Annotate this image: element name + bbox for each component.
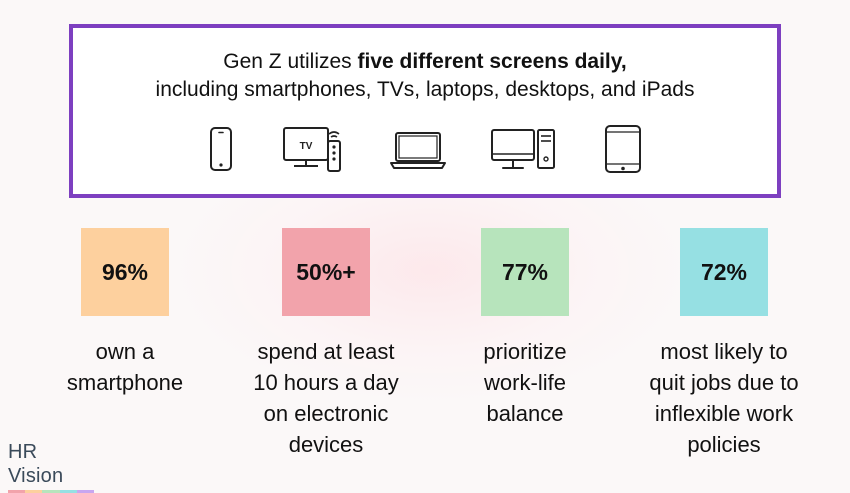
headline-box: Gen Z utilizes five different screens da… (69, 24, 781, 198)
logo-text: HR Vision (8, 441, 64, 487)
stat-caption-work-life: prioritize work-life balance (440, 336, 610, 429)
headline-emphasis: five different screens daily, (357, 50, 627, 73)
stat-box-inflexible: 72% (680, 228, 768, 316)
caption-line: prioritize (483, 339, 567, 364)
smartphone-icon (206, 124, 236, 174)
tv-remote-icon: TV (282, 124, 346, 174)
caption-line: devices (288, 432, 364, 457)
stat-value: 96% (101, 258, 149, 285)
stat-box-screen-time: 50%+ (282, 228, 370, 316)
caption-line: on electronic (263, 401, 389, 426)
stat-box-work-life: 77% (481, 228, 569, 316)
caption-line: quit jobs due to (649, 370, 799, 395)
stat-caption-screen-time: spend at least 10 hours a day on electro… (226, 336, 426, 460)
headline-line-2: including smartphones, TVs, laptops, des… (155, 78, 695, 101)
caption-line: policies (687, 432, 761, 457)
caption-line: smartphone (66, 370, 184, 395)
desktop-icon (490, 124, 556, 174)
hr-vision-logo: HR Vision (8, 440, 95, 493)
stat-value: 50%+ (296, 258, 356, 285)
caption-line: own a (95, 339, 155, 364)
caption-line: most likely to (660, 339, 788, 364)
caption-line: 10 hours a day (253, 370, 399, 395)
stat-caption-smartphone: own a smartphone (30, 336, 220, 398)
laptop-icon (388, 124, 448, 174)
tablet-icon (603, 124, 643, 174)
headline-prefix: Gen Z utilizes (223, 50, 358, 73)
tv-label: TV (300, 141, 313, 152)
caption-line: inflexible work (654, 401, 794, 426)
stat-value: 72% (700, 258, 748, 285)
stat-caption-inflexible: most likely to quit jobs due to inflexib… (624, 336, 824, 460)
stat-value: 77% (501, 258, 549, 285)
caption-line: balance (486, 401, 564, 426)
headline-line-1: Gen Z utilizes five different screens da… (73, 48, 777, 76)
stat-box-smartphone: 96% (81, 228, 169, 316)
caption-line: spend at least (257, 339, 395, 364)
headline: Gen Z utilizes five different screens da… (73, 48, 777, 104)
caption-line: work-life (484, 370, 566, 395)
